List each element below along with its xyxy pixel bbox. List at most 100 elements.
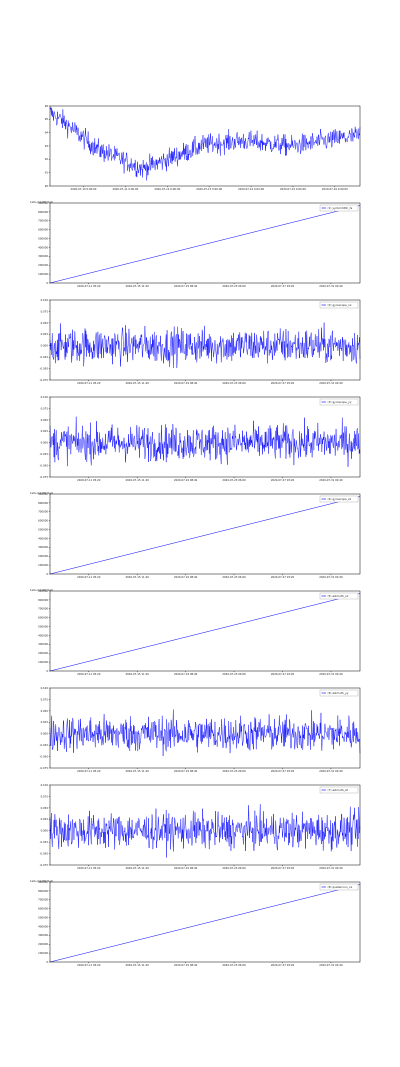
x-tick-label: 2020-07-15 0:00:00 xyxy=(280,187,306,190)
axes-frame xyxy=(49,784,361,866)
x-tick-label: 2020-07-15 11:20 xyxy=(126,381,150,384)
x-tick-label: 2020-07-31 00:40 xyxy=(319,963,343,966)
x-tick-label: 2020-07-15 11:20 xyxy=(126,672,150,675)
chart-panel: 900000 800000 700000 600000 500000 400000 3000… xyxy=(0,201,400,287)
x-tick-label: 2020-07-27 03:20 xyxy=(271,963,295,966)
y-tick-label: 0.025 xyxy=(41,332,49,336)
line-chart: 900000 800000 700000 600000 500000 400000 3000… xyxy=(30,201,361,287)
x-tick-label: 2020-07-16 0:00:00 xyxy=(322,187,348,190)
x-tick-label: 2020-07-19 08:40 xyxy=(174,866,198,869)
y-tick-label: 0.100 xyxy=(41,783,49,787)
x-tick-label: 2020-07-23 06:00 xyxy=(222,672,246,675)
axis-offset-label: 1e9+2.020071e9 xyxy=(30,201,53,204)
series-line xyxy=(49,107,361,181)
y-tick-label: 0.025 xyxy=(41,817,49,821)
y-tick-label: 94 xyxy=(45,131,49,135)
x-tick-label: 2020-07-14 0:00:00 xyxy=(238,187,264,190)
x-tick-label: 2020-07-27 03:20 xyxy=(271,478,295,481)
y-tick-label: -0.050 xyxy=(40,754,49,758)
y-tick-label: 100000 xyxy=(38,272,48,276)
legend-box xyxy=(319,786,359,794)
x-tick-label: 2020-07-15 11:20 xyxy=(126,478,150,481)
y-tick-label: 800000 xyxy=(38,598,48,602)
y-tick-label: 0.075 xyxy=(41,406,49,410)
legend-box xyxy=(319,592,359,600)
y-tick-label: 0.050 xyxy=(41,418,49,422)
x-tick-label: 2020-07-11 05:20 xyxy=(77,866,101,869)
x-tick-label: 2020-07-15 11:20 xyxy=(126,284,150,287)
line-chart: 0.100 0.075 0.050 0.025 0.000 -0.025 -0.050 -0.… xyxy=(40,395,361,481)
x-tick-label: 2020-07-10 0:00:00 xyxy=(71,187,97,190)
line-chart: 0.100 0.075 0.050 0.025 0.000 -0.025 -0.050 -0.… xyxy=(40,298,361,384)
y-tick-label: 200000 xyxy=(38,554,48,558)
x-tick-label: 2020-07-27 03:20 xyxy=(271,284,295,287)
y-tick-label: -0.050 xyxy=(40,366,49,370)
y-tick-label: 200000 xyxy=(38,263,48,267)
y-tick-label: 500000 xyxy=(38,527,48,531)
y-tick-label: 100000 xyxy=(38,951,48,955)
x-tick-label: 2020-07-23 06:00 xyxy=(222,769,246,772)
chart-panel: 0.100 0.075 0.050 0.025 0.000 -0.025 -0.050 -0.… xyxy=(0,298,400,384)
y-tick-label: 700000 xyxy=(38,607,48,611)
x-tick-label: 2020-07-23 06:00 xyxy=(222,575,246,578)
legend-label: (5) azimuth_xx xyxy=(328,594,349,598)
legend-box xyxy=(319,204,359,212)
legend-box xyxy=(319,689,359,697)
y-tick-label: 600000 xyxy=(38,616,48,620)
legend-label: (2) gyroscope_xx xyxy=(328,303,352,307)
series-line xyxy=(49,709,361,757)
y-tick-label: -0.025 xyxy=(40,355,49,359)
x-tick-label: 2020-07-12 0:00:00 xyxy=(154,187,180,190)
x-tick-label: 2020-07-11 05:20 xyxy=(77,672,101,675)
line-chart: 96 95 94 93 92 91 90 2020-07-10 0:00:00 2020-07-… xyxy=(45,104,361,190)
line-chart: 900000 800000 700000 600000 500000 400000 3000… xyxy=(30,589,361,675)
y-tick-label: 600000 xyxy=(38,907,48,911)
y-tick-label: 700000 xyxy=(38,898,48,902)
x-tick-label: 2020-07-31 00:40 xyxy=(319,284,343,287)
chart-panel: 900000 800000 700000 600000 500000 400000 3000… xyxy=(0,589,400,675)
y-tick-label: 300000 xyxy=(38,254,48,258)
series-line xyxy=(49,416,361,468)
y-tick-label: 900000 xyxy=(38,589,48,593)
chart-panel: 900000 800000 700000 600000 500000 400000 3000… xyxy=(0,880,400,966)
y-tick-label: 600000 xyxy=(38,228,48,232)
x-tick-label: 2020-07-11 05:20 xyxy=(77,478,101,481)
legend-box xyxy=(319,301,359,309)
x-tick-label: 2020-07-27 03:20 xyxy=(271,769,295,772)
y-tick-label: 300000 xyxy=(38,642,48,646)
x-tick-label: 2020-07-15 11:20 xyxy=(126,769,150,772)
y-tick-label: 92 xyxy=(45,157,49,161)
y-tick-label: 90 xyxy=(45,184,49,188)
y-tick-label: 400000 xyxy=(38,924,48,928)
axes-frame xyxy=(49,396,361,478)
x-tick-label: 2020-07-11 05:20 xyxy=(77,963,101,966)
x-tick-label: 2020-07-31 00:40 xyxy=(319,478,343,481)
y-tick-label: 0 xyxy=(46,669,48,673)
legend-label: (1) yymmddhh_ts xyxy=(328,206,353,210)
x-tick-label: 2020-07-11 05:20 xyxy=(77,575,101,578)
series-line xyxy=(49,593,361,672)
x-tick-label: 2020-07-23 06:00 xyxy=(222,866,246,869)
legend-label: (6) azimuth_yy xyxy=(328,691,349,695)
line-chart: 900000 800000 700000 600000 500000 400000 3000… xyxy=(30,880,361,966)
x-tick-label: 2020-07-23 06:00 xyxy=(222,963,246,966)
chart-panel: 0.100 0.075 0.050 0.025 0.000 -0.025 -0.050 -0.… xyxy=(0,783,400,869)
legend-label: (7) azimuth_zz xyxy=(328,788,349,792)
legend-box xyxy=(319,398,359,406)
y-tick-label: 500000 xyxy=(38,236,48,240)
y-tick-label: 93 xyxy=(45,144,49,148)
y-tick-label: 300000 xyxy=(38,545,48,549)
chart-panel: 0.100 0.075 0.050 0.025 0.000 -0.025 -0.050 -0.… xyxy=(0,686,400,772)
x-tick-label: 2020-07-27 03:20 xyxy=(271,866,295,869)
y-tick-label: 0.000 xyxy=(41,829,49,833)
x-tick-label: 2020-07-15 11:20 xyxy=(126,575,150,578)
axis-offset-label: 1e9+2.020071e9 xyxy=(30,880,53,883)
y-tick-label: 900000 xyxy=(38,201,48,205)
y-tick-label: 200000 xyxy=(38,942,48,946)
axis-offset-label: 1e9+2.020071e9 xyxy=(30,492,53,495)
y-tick-label: -0.025 xyxy=(40,840,49,844)
y-tick-label: 0.075 xyxy=(41,794,49,798)
y-tick-label: 300000 xyxy=(38,933,48,937)
y-tick-label: 0.050 xyxy=(41,321,49,325)
x-tick-label: 2020-07-13 0:00:00 xyxy=(196,187,222,190)
